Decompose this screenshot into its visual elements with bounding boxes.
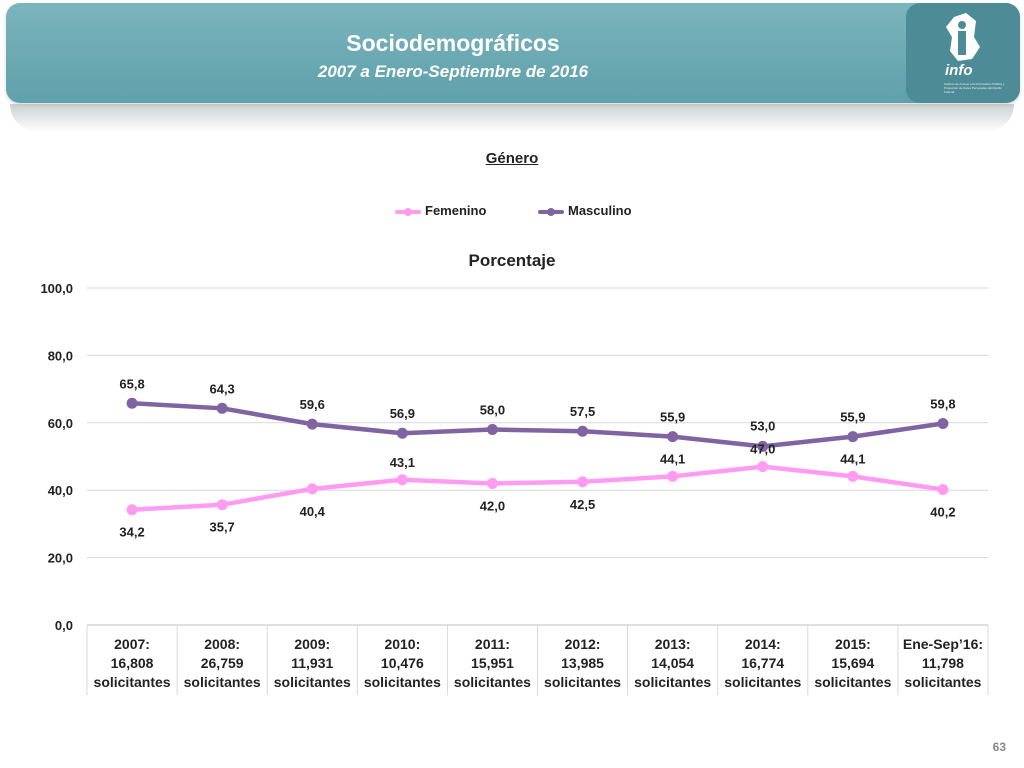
x-tick-label: 15,951	[471, 655, 514, 671]
x-tick-label: 16,774	[741, 655, 784, 671]
x-tick-label: solicitantes	[274, 674, 351, 690]
x-tick-label: 10,476	[381, 655, 424, 671]
x-tick-label: solicitantes	[454, 674, 531, 690]
x-tick-label: 11,798	[922, 655, 964, 671]
legend-label-masculino: Masculino	[568, 203, 632, 218]
legend-marker-femenino	[404, 208, 412, 216]
data-point-masculino	[937, 417, 949, 429]
chart-title: Porcentaje	[468, 251, 556, 270]
data-label-masculino: 59,6	[300, 397, 325, 412]
logo-caption: Instituto de Acceso a la Información Púb…	[944, 82, 1005, 94]
series-line-masculino	[129, 401, 946, 449]
x-tick-label: solicitantes	[364, 674, 441, 690]
data-label-masculino: 58,0	[480, 403, 505, 418]
page-title: Sociodemográficos	[346, 30, 560, 56]
page-number: 63	[992, 740, 1006, 754]
data-point-masculino	[667, 431, 679, 443]
y-tick-label: 20,0	[48, 551, 73, 566]
data-label-femenino: 42,0	[480, 498, 505, 513]
x-tick-label: 15,694	[831, 655, 874, 671]
page-subtitle: 2007 a Enero-Septiembre de 2016	[317, 62, 589, 81]
data-label-femenino: 47,0	[750, 442, 775, 457]
x-tick-label: 13,985	[561, 655, 604, 671]
x-tick-label: solicitantes	[724, 674, 801, 690]
data-point-masculino	[216, 402, 228, 414]
x-tick-label: solicitantes	[634, 674, 711, 690]
x-tick-label: 2010:	[384, 636, 420, 652]
y-tick-label: 40,0	[48, 483, 73, 498]
section-title: Género	[485, 150, 539, 167]
data-label-femenino: 40,2	[930, 505, 955, 520]
series-line-femenino	[129, 464, 946, 512]
data-label-femenino: 43,1	[390, 455, 415, 470]
y-tick-label: 60,0	[48, 416, 73, 431]
logo	[906, 3, 1020, 103]
data-point-masculino	[396, 427, 408, 439]
x-tick-label: 2011:	[475, 636, 510, 652]
legend-marker-masculino	[547, 208, 555, 216]
y-tick-label: 0,0	[55, 618, 73, 633]
data-label-femenino: 42,5	[570, 497, 595, 512]
data-label-masculino: 65,8	[119, 376, 144, 391]
data-point-femenino	[577, 476, 589, 488]
data-point-femenino	[847, 470, 859, 482]
x-tick-label: 11,931	[291, 655, 333, 671]
x-tick-label: 2007:	[114, 636, 150, 652]
data-label-masculino: 64,3	[209, 381, 234, 396]
x-tick-label: Ene-Sep’16:	[903, 636, 983, 652]
data-point-femenino	[667, 470, 679, 482]
data-point-femenino	[306, 483, 318, 495]
legend-label-femenino: Femenino	[425, 203, 487, 218]
data-point-femenino	[216, 499, 228, 511]
data-point-masculino	[847, 431, 859, 443]
data-point-femenino	[126, 504, 138, 516]
data-label-masculino: 59,8	[930, 396, 955, 411]
x-tick-label: 2014:	[745, 636, 781, 652]
logo-text: info	[945, 62, 973, 79]
data-point-masculino	[577, 425, 589, 437]
data-point-masculino	[306, 418, 318, 430]
x-tick-label: 2008:	[204, 636, 240, 652]
data-label-masculino: 57,5	[570, 404, 595, 419]
data-label-femenino: 35,7	[209, 520, 234, 535]
x-tick-label: 26,759	[201, 655, 244, 671]
data-label-masculino: 56,9	[390, 406, 415, 421]
x-tick-label: solicitantes	[184, 674, 261, 690]
y-tick-label: 80,0	[48, 348, 73, 363]
data-point-femenino	[486, 477, 498, 489]
data-label-femenino: 34,2	[119, 525, 144, 540]
data-point-masculino	[126, 397, 138, 409]
data-point-masculino	[757, 440, 769, 452]
x-tick-label: 2013:	[655, 636, 691, 652]
data-label-masculino: 55,9	[840, 410, 865, 425]
logo-emblem-icon	[946, 13, 980, 61]
x-tick-label: 2009:	[294, 636, 330, 652]
x-tick-label: solicitantes	[544, 674, 621, 690]
header-shadow	[10, 104, 1014, 132]
data-label-masculino: 53,0	[750, 418, 775, 433]
x-tick-label: solicitantes	[904, 674, 981, 690]
data-label-femenino: 44,1	[840, 451, 865, 466]
data-label-femenino: 44,1	[660, 451, 685, 466]
x-tick-label: 16,808	[111, 655, 154, 671]
x-tick-label: solicitantes	[94, 674, 171, 690]
x-tick-label: 14,054	[651, 655, 694, 671]
x-tick-label: solicitantes	[814, 674, 891, 690]
data-point-femenino	[396, 474, 408, 486]
x-tick-label: 2015:	[835, 636, 871, 652]
x-tick-label: 2012:	[565, 636, 601, 652]
data-point-masculino	[486, 424, 498, 436]
data-label-masculino: 55,9	[660, 410, 685, 425]
data-label-femenino: 40,4	[300, 504, 326, 519]
header-banner	[6, 3, 1020, 103]
data-point-femenino	[757, 461, 769, 473]
y-tick-label: 100,0	[40, 281, 73, 296]
data-point-femenino	[937, 484, 949, 496]
